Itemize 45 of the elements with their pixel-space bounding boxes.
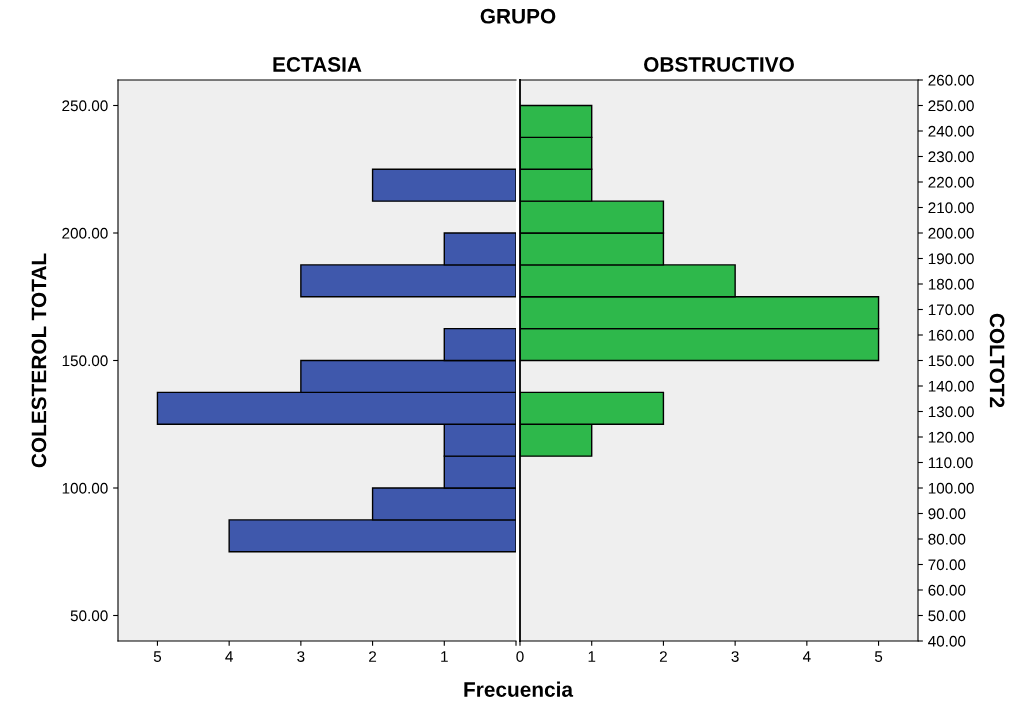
x-tick-label: 2: [369, 651, 377, 662]
chart-title: OBSTRUCTIVO: [644, 57, 794, 72]
y-tick-label: 250.00: [928, 100, 974, 112]
x-tick-label: 5: [153, 651, 162, 662]
x-tick-label: 2: [659, 651, 667, 662]
y-tick-label: 240.00: [928, 125, 974, 137]
y-tick-label: 90.00: [928, 508, 966, 520]
y-tick-label: 200.00: [62, 227, 108, 239]
y-tick-label: 210.00: [928, 202, 974, 214]
y-axis-title: COLESTEROL TOTAL: [31, 253, 47, 468]
y-tick-label: 130.00: [928, 406, 974, 418]
y-tick-label: 180.00: [928, 278, 974, 290]
x-tick-label: 4: [225, 651, 233, 662]
y-tick-label: 60.00: [928, 584, 966, 596]
y-tick-label: 200.00: [928, 227, 974, 239]
y-tick-label: 220.00: [928, 176, 974, 188]
y-tick-label: 250.00: [62, 100, 108, 112]
x-tick-label: 5: [874, 651, 883, 662]
y-tick-label: 50.00: [928, 610, 966, 622]
y-tick-label: 260.00: [928, 74, 974, 86]
y-tick-label: 80.00: [928, 533, 966, 545]
y-tick-label: 140.00: [928, 380, 974, 392]
x-tick-label: 1: [588, 651, 596, 662]
x-tick-label: 3: [297, 651, 305, 662]
y-axis-title: COLTOT2: [989, 313, 1005, 408]
x-tick-label: 4: [802, 651, 811, 662]
x-tick-label: 3: [731, 651, 739, 662]
text: GRUPO: [480, 8, 556, 24]
y-tick-label: 100.00: [928, 482, 974, 494]
y-tick-label: 100.00: [62, 482, 108, 494]
x-tick-label: 0: [516, 651, 524, 662]
y-tick-label: 110.00: [928, 457, 973, 469]
chart-title: ECTASIA: [273, 57, 362, 72]
y-tick-label: 70.00: [928, 559, 966, 571]
y-tick-label: 150.00: [928, 355, 974, 367]
y-tick-label: 150.00: [62, 355, 108, 367]
y-tick-label: 190.00: [928, 253, 974, 265]
x-axis-title: Frecuencia: [464, 681, 574, 697]
x-tick-label: 1: [441, 651, 448, 662]
y-tick-label: 160.00: [928, 329, 974, 341]
y-tick-label: 230.00: [928, 151, 974, 163]
y-tick-label: 40.00: [928, 635, 966, 647]
y-tick-label: 170.00: [928, 304, 974, 316]
y-tick-label: 120.00: [928, 431, 974, 443]
y-tick-label: 50.00: [70, 610, 108, 622]
